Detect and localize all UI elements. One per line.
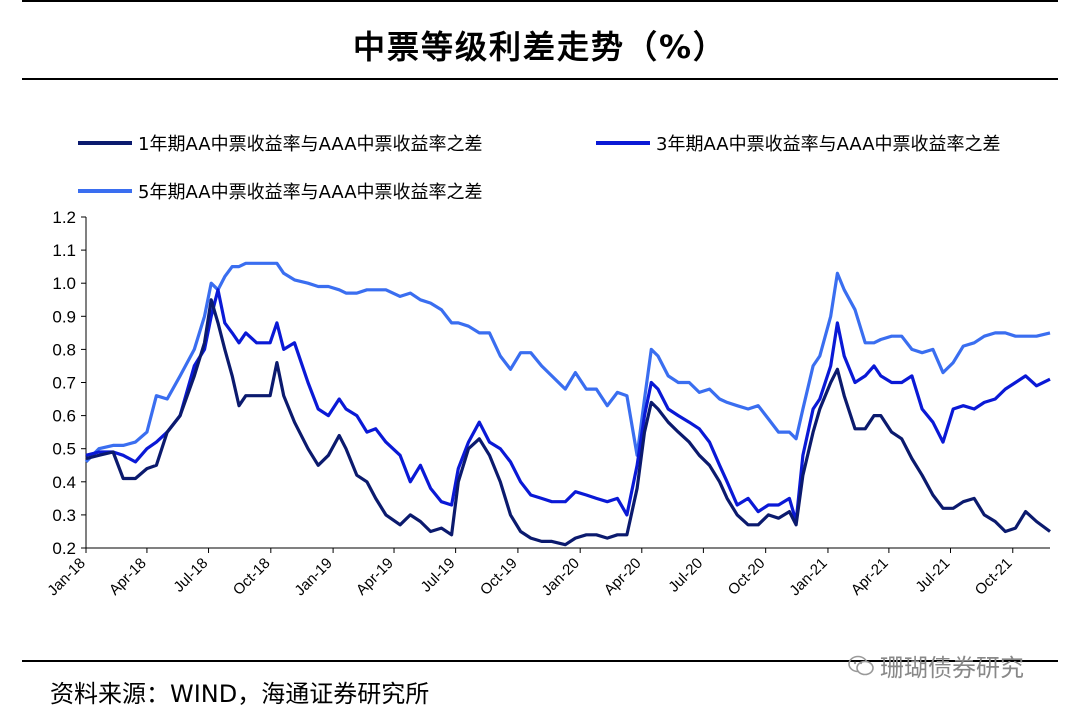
watermark-text: 珊瑚债券研究: [880, 654, 1024, 682]
y-tick-label: 0.8: [52, 340, 76, 359]
x-tick-label: Oct-19: [477, 555, 521, 599]
series-line-3y: [85, 288, 1051, 524]
y-tick-label: 0.5: [52, 440, 76, 459]
line-chart: 0.2 0.3 0.4 0.5 0.6 0.7 0.8 0.9 1.0 1.1 1.2 Jan-18 A…: [44, 208, 1051, 599]
x-tick-label: Apr-20: [601, 555, 645, 599]
title-rule: [22, 78, 1058, 80]
y-tick-label: 0.7: [52, 374, 76, 393]
y-tick-label: 0.4: [52, 473, 76, 492]
y-tick-label: 0.6: [52, 407, 76, 426]
x-tick-label: Jul-19: [418, 555, 459, 596]
legend-swatch-1y: [78, 141, 132, 145]
x-tick-label: Jan-18: [44, 555, 88, 599]
source-note: 资料来源：WIND，海通证券研究所: [50, 680, 430, 708]
y-tick-label: 0.2: [52, 539, 76, 558]
top-rule: [22, 0, 1058, 2]
x-tick-label: Oct-21: [972, 555, 1016, 599]
legend-label-3y: 3年期AA中票收益率与AAA中票收益率之差: [656, 134, 1001, 155]
y-tick-label: 1.0: [52, 274, 76, 293]
x-tick-label: Jan-20: [539, 555, 583, 599]
x-tick-label: Jan-21: [786, 555, 830, 599]
x-tick-label: Jan-19: [291, 555, 335, 599]
y-tick-label: 0.9: [52, 307, 76, 326]
x-tick-label: Jul-18: [170, 555, 211, 596]
legend-item-3y: 3年期AA中票收益率与AAA中票收益率之差: [596, 130, 1001, 156]
legend-label-5y: 5年期AA中票收益率与AAA中票收益率之差: [138, 182, 483, 203]
x-tick-label: Apr-21: [848, 555, 892, 599]
wechat-icon: [848, 655, 874, 675]
x-tick-label: Apr-18: [106, 555, 150, 599]
y-tick-label: 1.1: [52, 241, 76, 260]
legend-item-1y: 1年期AA中票收益率与AAA中票收益率之差: [78, 130, 483, 156]
watermark: 珊瑚债券研究: [848, 648, 1024, 683]
legend-item-5y: 5年期AA中票收益率与AAA中票收益率之差: [78, 178, 483, 204]
series-line-5y: [84, 261, 1051, 464]
y-tick-label: 0.3: [52, 506, 76, 525]
x-tick-label: Oct-20: [725, 555, 769, 599]
legend-label-1y: 1年期AA中票收益率与AAA中票收益率之差: [138, 134, 483, 155]
series-line-1y: [85, 298, 1051, 547]
x-tick-label: Apr-19: [353, 555, 397, 599]
legend-swatch-3y: [596, 141, 650, 145]
y-tick-label: 1.2: [52, 208, 76, 227]
legend-swatch-5y: [78, 189, 132, 193]
x-tick-label: Jul-20: [665, 555, 706, 596]
footer-rule: [22, 660, 1058, 662]
x-tick-label: Jul-21: [912, 555, 953, 596]
page-title: 中票等级利差走势（%）: [352, 28, 728, 66]
x-tick-label: Oct-18: [230, 555, 274, 599]
